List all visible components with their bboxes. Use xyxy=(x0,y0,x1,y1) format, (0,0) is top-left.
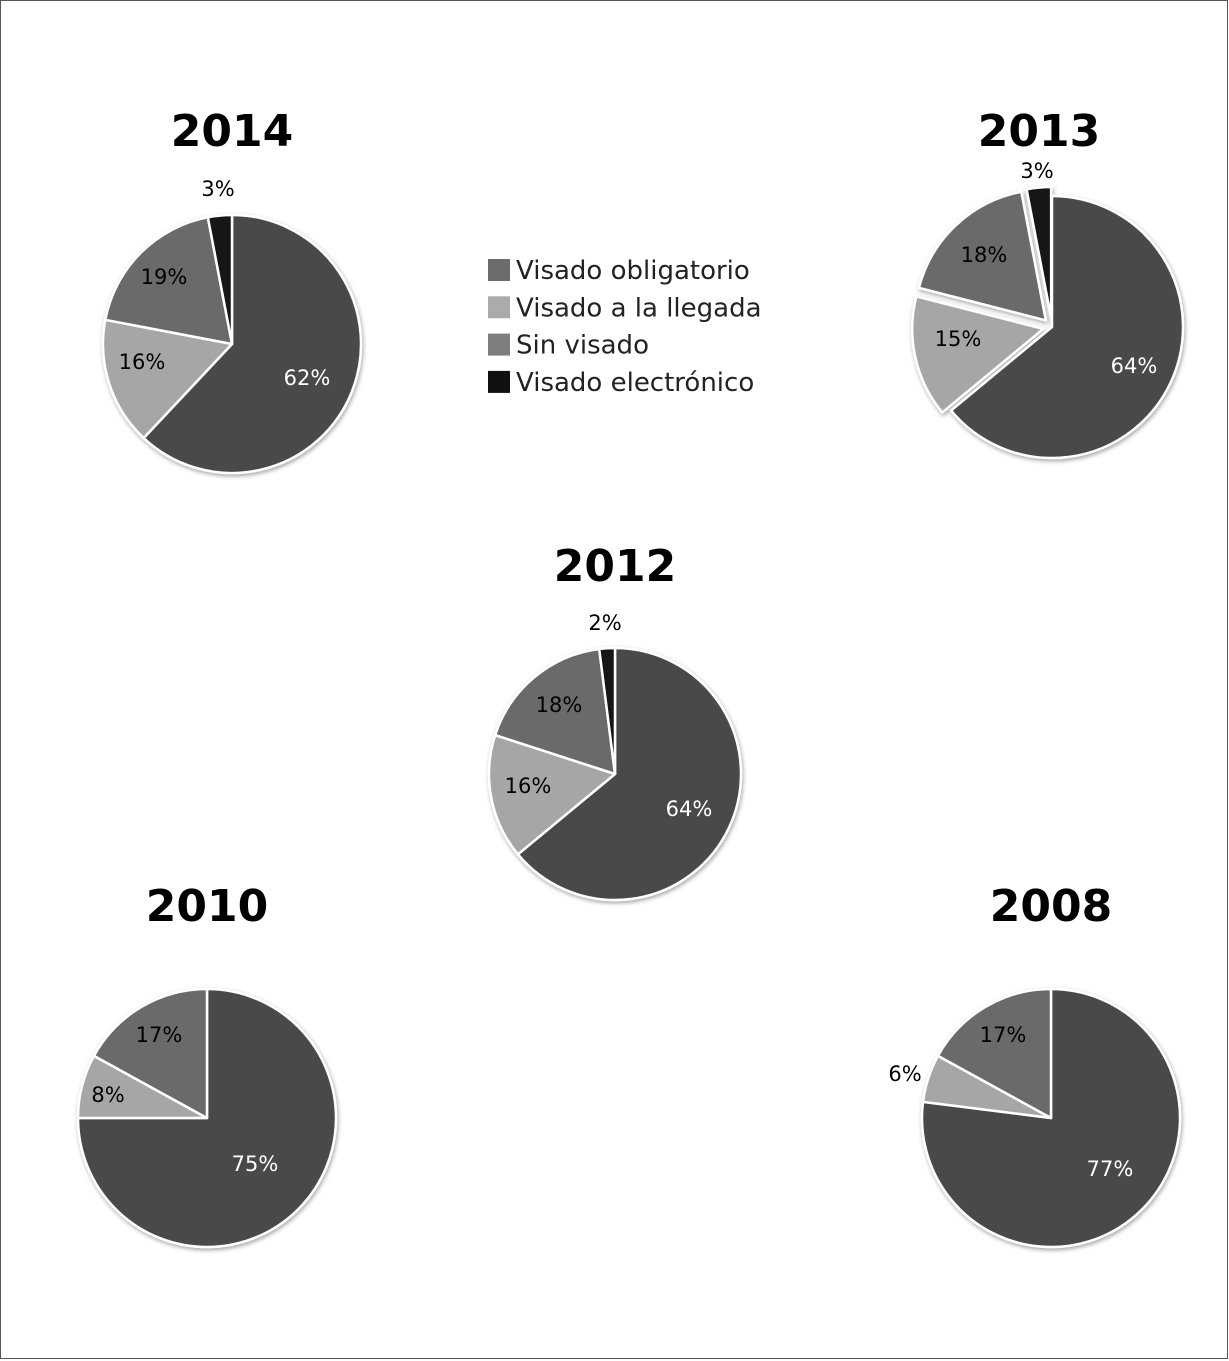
legend-label: Visado a la llegada xyxy=(516,293,762,323)
slice-label-visado-a-la-llegada: 8% xyxy=(91,1083,124,1107)
pie-slice-visado-electronico xyxy=(597,646,617,776)
slice-label-visado-a-la-llegada: 16% xyxy=(505,774,552,798)
pie-title: 2010 xyxy=(146,881,268,932)
pie-slice-visado-a-la-llegada xyxy=(911,295,1045,414)
pie-title: 2014 xyxy=(171,106,293,157)
pie-slice-visado-obligatorio xyxy=(516,646,743,902)
pie-slice-visado-obligatorio xyxy=(920,987,1182,1249)
pies-layer: 201462%16%19%3%201364%15%18%3%201264%16%… xyxy=(76,106,1185,1249)
legend-item-visado-obligatorio: Visado obligatorio xyxy=(488,256,750,286)
slice-label-sin-visado: 17% xyxy=(980,1023,1027,1047)
legend-swatch xyxy=(488,333,510,356)
pie-slices xyxy=(920,987,1182,1249)
pie-title: 2008 xyxy=(990,881,1112,932)
slice-label-visado-obligatorio: 64% xyxy=(666,797,713,821)
pie-slices xyxy=(487,646,743,902)
pie-title: 2012 xyxy=(554,541,676,592)
slice-label-visado-a-la-llegada: 6% xyxy=(888,1062,921,1086)
pie-slice-visado-electronico xyxy=(206,213,234,346)
pie-slice-sin-visado xyxy=(936,987,1053,1120)
slice-label-sin-visado: 19% xyxy=(141,265,188,289)
slice-label-sin-visado: 18% xyxy=(961,243,1008,267)
legend-label: Visado electrónico xyxy=(516,368,754,398)
legend-swatch xyxy=(488,296,510,319)
legend-swatch xyxy=(488,370,510,393)
pie-slice-sin-visado xyxy=(493,647,617,776)
pie-slice-visado-obligatorio xyxy=(76,987,338,1249)
legend-swatch xyxy=(488,259,510,281)
slice-label-visado-obligatorio: 64% xyxy=(1111,354,1158,378)
pie-title: 2013 xyxy=(978,106,1100,157)
legend-item-visado-electronico: Visado electrónico xyxy=(488,368,754,398)
slice-label-sin-visado: 17% xyxy=(136,1023,183,1047)
pie-slice-sin-visado xyxy=(92,987,209,1120)
slice-label-visado-electronico: 3% xyxy=(201,177,234,201)
pie-slice-visado-electronico xyxy=(1025,185,1053,320)
legend-label: Visado obligatorio xyxy=(516,256,750,286)
pie-slice-visado-obligatorio xyxy=(949,194,1185,460)
legend-item-visado-a-la-llegada: Visado a la llegada xyxy=(488,293,762,323)
pie-chart-2013: 2013 64% 15% 18% 3% xyxy=(911,106,1185,460)
pie-chart-2010: 2010 75% 8% 17% xyxy=(76,881,338,1249)
slice-label-visado-obligatorio: 62% xyxy=(284,366,331,390)
pie-chart-2012: 2012 64% 16% 18% 2% xyxy=(487,541,743,902)
pie-slice-sin-visado xyxy=(104,216,234,346)
slice-label-visado-a-la-llegada: 16% xyxy=(119,350,166,374)
slice-label-visado-electronico: 3% xyxy=(1020,159,1053,183)
pie-slice-visado-obligatorio xyxy=(142,213,363,475)
slice-label-sin-visado: 18% xyxy=(536,693,583,717)
pie-slices xyxy=(101,213,363,475)
legend-label: Sin visado xyxy=(516,331,649,361)
pie-slices xyxy=(76,987,338,1249)
slice-label-visado-obligatorio: 75% xyxy=(232,1152,279,1176)
pie-slice-visado-a-la-llegada xyxy=(101,318,234,440)
slice-label-visado-a-la-llegada: 15% xyxy=(935,327,982,351)
pie-slices xyxy=(911,185,1185,460)
slice-label-visado-obligatorio: 77% xyxy=(1087,1157,1134,1181)
slice-label-visado-electronico: 2% xyxy=(588,611,621,635)
pie-chart-2014: 2014 62% 16% 19% 3% xyxy=(101,106,363,475)
pie-slice-sin-visado xyxy=(917,190,1048,322)
pie-chart-2008: 2008 77% 6% 17% xyxy=(888,881,1182,1249)
legend-item-sin-visado: Sin visado xyxy=(488,331,649,361)
legend: Visado obligatorio Visado a la llegada Sin… xyxy=(488,256,762,398)
